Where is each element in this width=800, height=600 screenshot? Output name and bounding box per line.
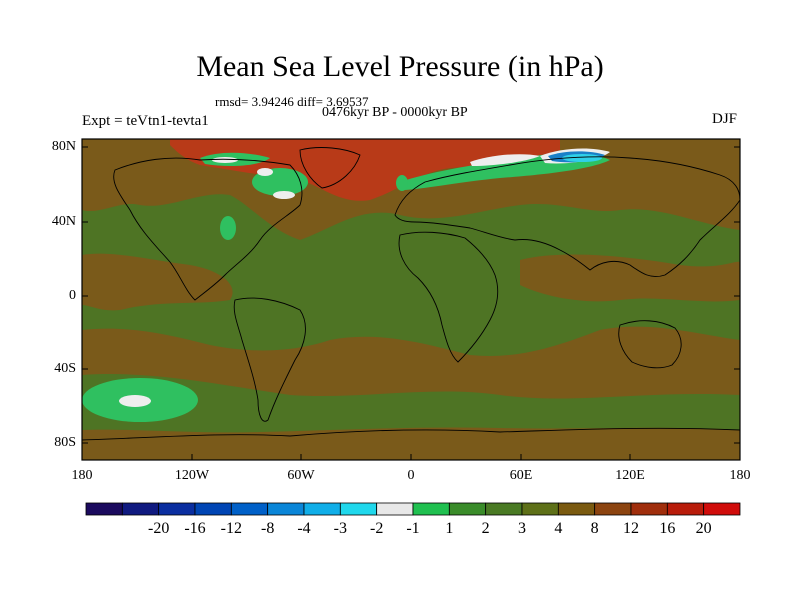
colorbar-label: 20 (695, 520, 712, 537)
colorbar-label: 2 (481, 520, 490, 537)
colorbar-label: 3 (518, 520, 526, 537)
lon-label-120w: 120W (174, 468, 210, 483)
coast-australia (618, 320, 682, 369)
field-base-southern-ring (82, 374, 740, 433)
lat-label-80s: 80S (54, 435, 76, 450)
lon-label-180e: 180 (729, 468, 751, 483)
colorbar-swatch (630, 502, 668, 516)
colorbar-label: 16 (659, 520, 676, 537)
colorbar-swatch (303, 502, 341, 516)
colorbar-swatch (412, 502, 450, 516)
pressure-field (82, 139, 740, 460)
colorbar-label: -12 (220, 520, 242, 537)
colorbar-swatch (557, 502, 596, 516)
season-label: DJF (712, 111, 738, 127)
lat-label-0: 0 (69, 288, 76, 303)
period-label: 0476kyr BP - 0000kyr BP (322, 105, 468, 120)
lon-label-120e: 120E (615, 468, 645, 483)
axis-ticks (82, 146, 740, 460)
colorbar-label: 1 (445, 520, 454, 537)
field-white-north-america (273, 191, 295, 199)
colorbar-swatch (158, 502, 196, 516)
coast-south-america (233, 297, 306, 422)
colorbar-swatch (376, 502, 414, 516)
colorbar-swatch (666, 502, 705, 516)
field-brown-tropics-west (82, 253, 233, 311)
lon-label-180w: 180 (71, 468, 93, 483)
colorbar-label: 4 (554, 520, 563, 537)
lat-label-80n: 80N (51, 139, 76, 154)
field-red-arctic (170, 139, 560, 201)
colorbar-label: 12 (623, 520, 639, 537)
coastlines (82, 147, 740, 441)
coast-eurasia (394, 156, 740, 277)
colorbar-label: 8 (590, 520, 599, 537)
colorbar-label: -16 (184, 520, 206, 537)
colorbar-label: -2 (369, 520, 384, 537)
colorbar-swatch (448, 502, 487, 516)
experiment-label: Expt = teVtn1-tevta1 (82, 113, 209, 129)
coast-north-america (113, 157, 303, 301)
colorbar-swatch (594, 502, 632, 516)
lon-label-60w: 60W (287, 468, 315, 483)
lat-label-40n: 40N (51, 214, 76, 229)
field-white-scandinavia (470, 154, 540, 166)
lon-label-0: 0 (407, 468, 415, 483)
coast-antarctica (82, 427, 740, 441)
field-white-south-pacific (119, 395, 151, 407)
colorbar-swatch (267, 502, 305, 516)
colorbar-swatch (521, 502, 559, 516)
lat-label-40s: 40S (54, 361, 76, 376)
field-green-east-us (220, 216, 236, 240)
colorbar-swatch (194, 502, 232, 516)
colorbar-swatch (230, 502, 269, 516)
field-cyan-siberia (562, 154, 602, 162)
colorbar-swatch (485, 502, 523, 516)
colorbar-label: -3 (333, 520, 347, 537)
field-brown-tropics-east (520, 254, 740, 302)
colorbar-label: -1 (406, 520, 420, 537)
field-white-canada-arctic (212, 157, 238, 163)
lon-label-60e: 60E (509, 468, 533, 483)
colorbar-label: -8 (260, 520, 275, 537)
colorbar-label: -20 (147, 520, 170, 537)
field-green-atlantic (396, 175, 408, 191)
coast-africa (398, 231, 499, 363)
colorbar-swatch (121, 502, 160, 516)
colorbar-swatch (339, 502, 378, 516)
stats-label: rmsd= 3.94246 diff= 3.69537 (215, 94, 369, 109)
colorbar-swatch (85, 502, 123, 516)
field-white-hudson (257, 168, 273, 176)
colorbar (85, 502, 741, 516)
map-title: Mean Sea Level Pressure (in hPa) (196, 50, 604, 83)
colorbar-swatch (703, 502, 741, 516)
coast-greenland (299, 147, 361, 189)
colorbar-label: -4 (297, 520, 311, 537)
